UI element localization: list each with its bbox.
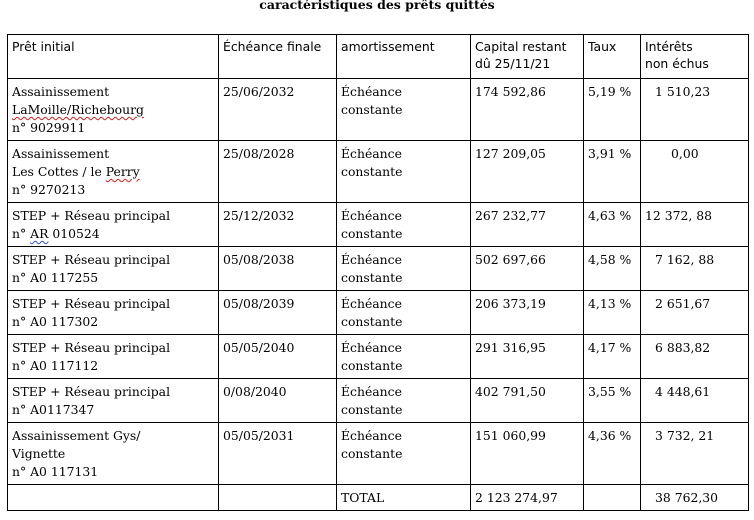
- table-row: Assainissement LaMoille/Richebourg n° 90…: [7, 78, 749, 141]
- cell-echeance: 05/08/2038: [218, 246, 337, 291]
- total-row: TOTAL 2 123 274,97 38 762,30: [7, 484, 749, 511]
- cell-capital: 127 209,05: [470, 140, 584, 203]
- cell-capital: 291 316,95: [470, 334, 584, 379]
- table-row: STEP + Réseau principal n° A0 117255 05/…: [7, 246, 749, 291]
- cell-echeance: 05/05/2040: [218, 334, 337, 379]
- cell-amortissement: Échéance constante: [336, 290, 471, 335]
- cell-capital: 502 697,66: [470, 246, 584, 291]
- cell-capital: 402 791,50: [470, 378, 584, 423]
- table-title: caractéristiques des prêts quittés: [259, 0, 495, 12]
- cell-amortissement: Échéance constante: [336, 334, 471, 379]
- table-row: STEP + Réseau principal n° A0 117112 05/…: [7, 334, 749, 379]
- cell-pret: Assainissement LaMoille/Richebourg n° 90…: [7, 78, 219, 141]
- cell-echeance: 05/08/2039: [218, 290, 337, 335]
- cell-interets: 3 732, 21: [640, 422, 749, 485]
- header-taux: Taux: [583, 34, 641, 79]
- cell-amortissement: Échéance constante: [336, 246, 471, 291]
- cell-echeance: 25/12/2032: [218, 202, 337, 247]
- cell-echeance: 0/08/2040: [218, 378, 337, 423]
- cell-interets: 7 162, 88: [640, 246, 749, 291]
- cell-amortissement: Échéance constante: [336, 422, 471, 485]
- cell-pret: STEP + Réseau principal n° A0 117302: [7, 290, 219, 335]
- loans-table: Prêt initial Échéance finale amortisseme…: [7, 34, 749, 511]
- cell-taux: 3,55 %: [583, 378, 641, 423]
- cell-capital: 206 373,19: [470, 290, 584, 335]
- header-interets-non-echus: Intérêts non échus: [640, 34, 749, 79]
- table-row: STEP + Réseau principal n° A0 117302 05/…: [7, 290, 749, 335]
- cell-echeance: 25/08/2028: [218, 140, 337, 203]
- header-echeance-finale: Échéance finale: [218, 34, 337, 79]
- cell-taux: 5,19 %: [583, 78, 641, 141]
- cell-pret: Assainissement Gys/ Vignette n° A0 11713…: [7, 422, 219, 485]
- cell-echeance: 25/06/2032: [218, 78, 337, 141]
- cell-pret: Assainissement Les Cottes / le Perry n° …: [7, 140, 219, 203]
- cell-pret: STEP + Réseau principal n° A0 117112: [7, 334, 219, 379]
- cell-interets: 12 372, 88: [640, 202, 749, 247]
- cell-interets: 6 883,82: [640, 334, 749, 379]
- header-pret-initial: Prêt initial: [7, 34, 219, 79]
- cell-taux: 4,36 %: [583, 422, 641, 485]
- table-row: Assainissement Gys/ Vignette n° A0 11713…: [7, 422, 749, 485]
- cell-taux: 4,58 %: [583, 246, 641, 291]
- cell-taux: 4,13 %: [583, 290, 641, 335]
- cell-interets: 2 651,67: [640, 290, 749, 335]
- table-row: STEP + Réseau principal n° AR 010524 25/…: [7, 202, 749, 247]
- table-row: STEP + Réseau principal n° A0117347 0/08…: [7, 378, 749, 423]
- cell-capital: 151 060,99: [470, 422, 584, 485]
- cell-pret: STEP + Réseau principal n° AR 010524: [7, 202, 219, 247]
- cell-capital: 267 232,77: [470, 202, 584, 247]
- cell-empty: [7, 484, 219, 511]
- table-row: Assainissement Les Cottes / le Perry n° …: [7, 140, 749, 203]
- cell-amortissement: Échéance constante: [336, 140, 471, 203]
- cell-interets: 4 448,61: [640, 378, 749, 423]
- cell-interets: 1 510,23: [640, 78, 749, 141]
- cell-pret: STEP + Réseau principal n° A0117347: [7, 378, 219, 423]
- total-label: TOTAL: [336, 484, 471, 511]
- cell-capital: 174 592,86: [470, 78, 584, 141]
- cell-empty: [583, 484, 641, 511]
- cell-echeance: 05/05/2031: [218, 422, 337, 485]
- cell-taux: 3,91 %: [583, 140, 641, 203]
- cell-interets: 0,00: [640, 140, 749, 203]
- cell-amortissement: Échéance constante: [336, 202, 471, 247]
- header-amortissement: amortissement: [336, 34, 471, 79]
- cell-amortissement: Échéance constante: [336, 378, 471, 423]
- cell-empty: [218, 484, 337, 511]
- total-interets: 38 762,30: [640, 484, 749, 511]
- cell-taux: 4,17 %: [583, 334, 641, 379]
- cell-amortissement: Échéance constante: [336, 78, 471, 141]
- header-capital-restant: Capital restant dû 25/11/21: [470, 34, 584, 79]
- total-capital: 2 123 274,97: [470, 484, 584, 511]
- cell-taux: 4,63 %: [583, 202, 641, 247]
- table-header-row: Prêt initial Échéance finale amortisseme…: [7, 34, 749, 79]
- cell-pret: STEP + Réseau principal n° A0 117255: [7, 246, 219, 291]
